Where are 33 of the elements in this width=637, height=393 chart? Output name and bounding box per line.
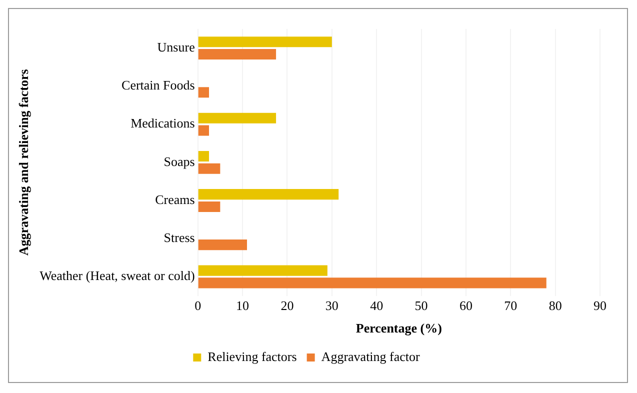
bar	[198, 87, 210, 98]
x-tick-label: 50	[414, 298, 428, 314]
bar	[198, 36, 332, 48]
bar	[198, 112, 276, 124]
y-tick-label: Creams	[155, 192, 195, 207]
bar	[198, 48, 276, 60]
y-tick-label: Medications	[130, 116, 195, 131]
x-tick-label: 60	[459, 298, 472, 314]
bar	[198, 163, 220, 174]
x-tick-label: 80	[548, 298, 562, 314]
x-tick-label: 0	[194, 298, 202, 314]
bar	[198, 189, 339, 200]
x-axis-title: Percentage (%)	[356, 320, 442, 336]
x-tick-label: 70	[504, 298, 518, 314]
x-tick-label: 40	[370, 298, 384, 314]
bar	[198, 240, 247, 250]
x-tick-label: 30	[325, 298, 338, 314]
y-tick-label: Stress	[164, 230, 195, 246]
y-tick-label: Soaps	[164, 154, 195, 169]
bar	[198, 125, 210, 136]
x-tick-label: 20	[280, 298, 294, 314]
y-tick-label: Certain Foods	[122, 78, 195, 93]
legend-label: Relieving factors	[208, 348, 297, 364]
bar	[198, 265, 328, 276]
x-tick-label: 90	[594, 298, 606, 314]
legend-label: Aggravating factor	[321, 348, 421, 364]
y-axis-title: Aggravating and relieving factors	[16, 69, 32, 256]
y-tick-label: Unsure	[157, 39, 196, 54]
y-tick-label: Weather (Heat, sweat or cold)	[40, 268, 195, 284]
bar	[198, 278, 546, 288]
bar	[198, 201, 220, 212]
x-tick-label: 10	[236, 298, 250, 314]
bar	[198, 150, 210, 162]
